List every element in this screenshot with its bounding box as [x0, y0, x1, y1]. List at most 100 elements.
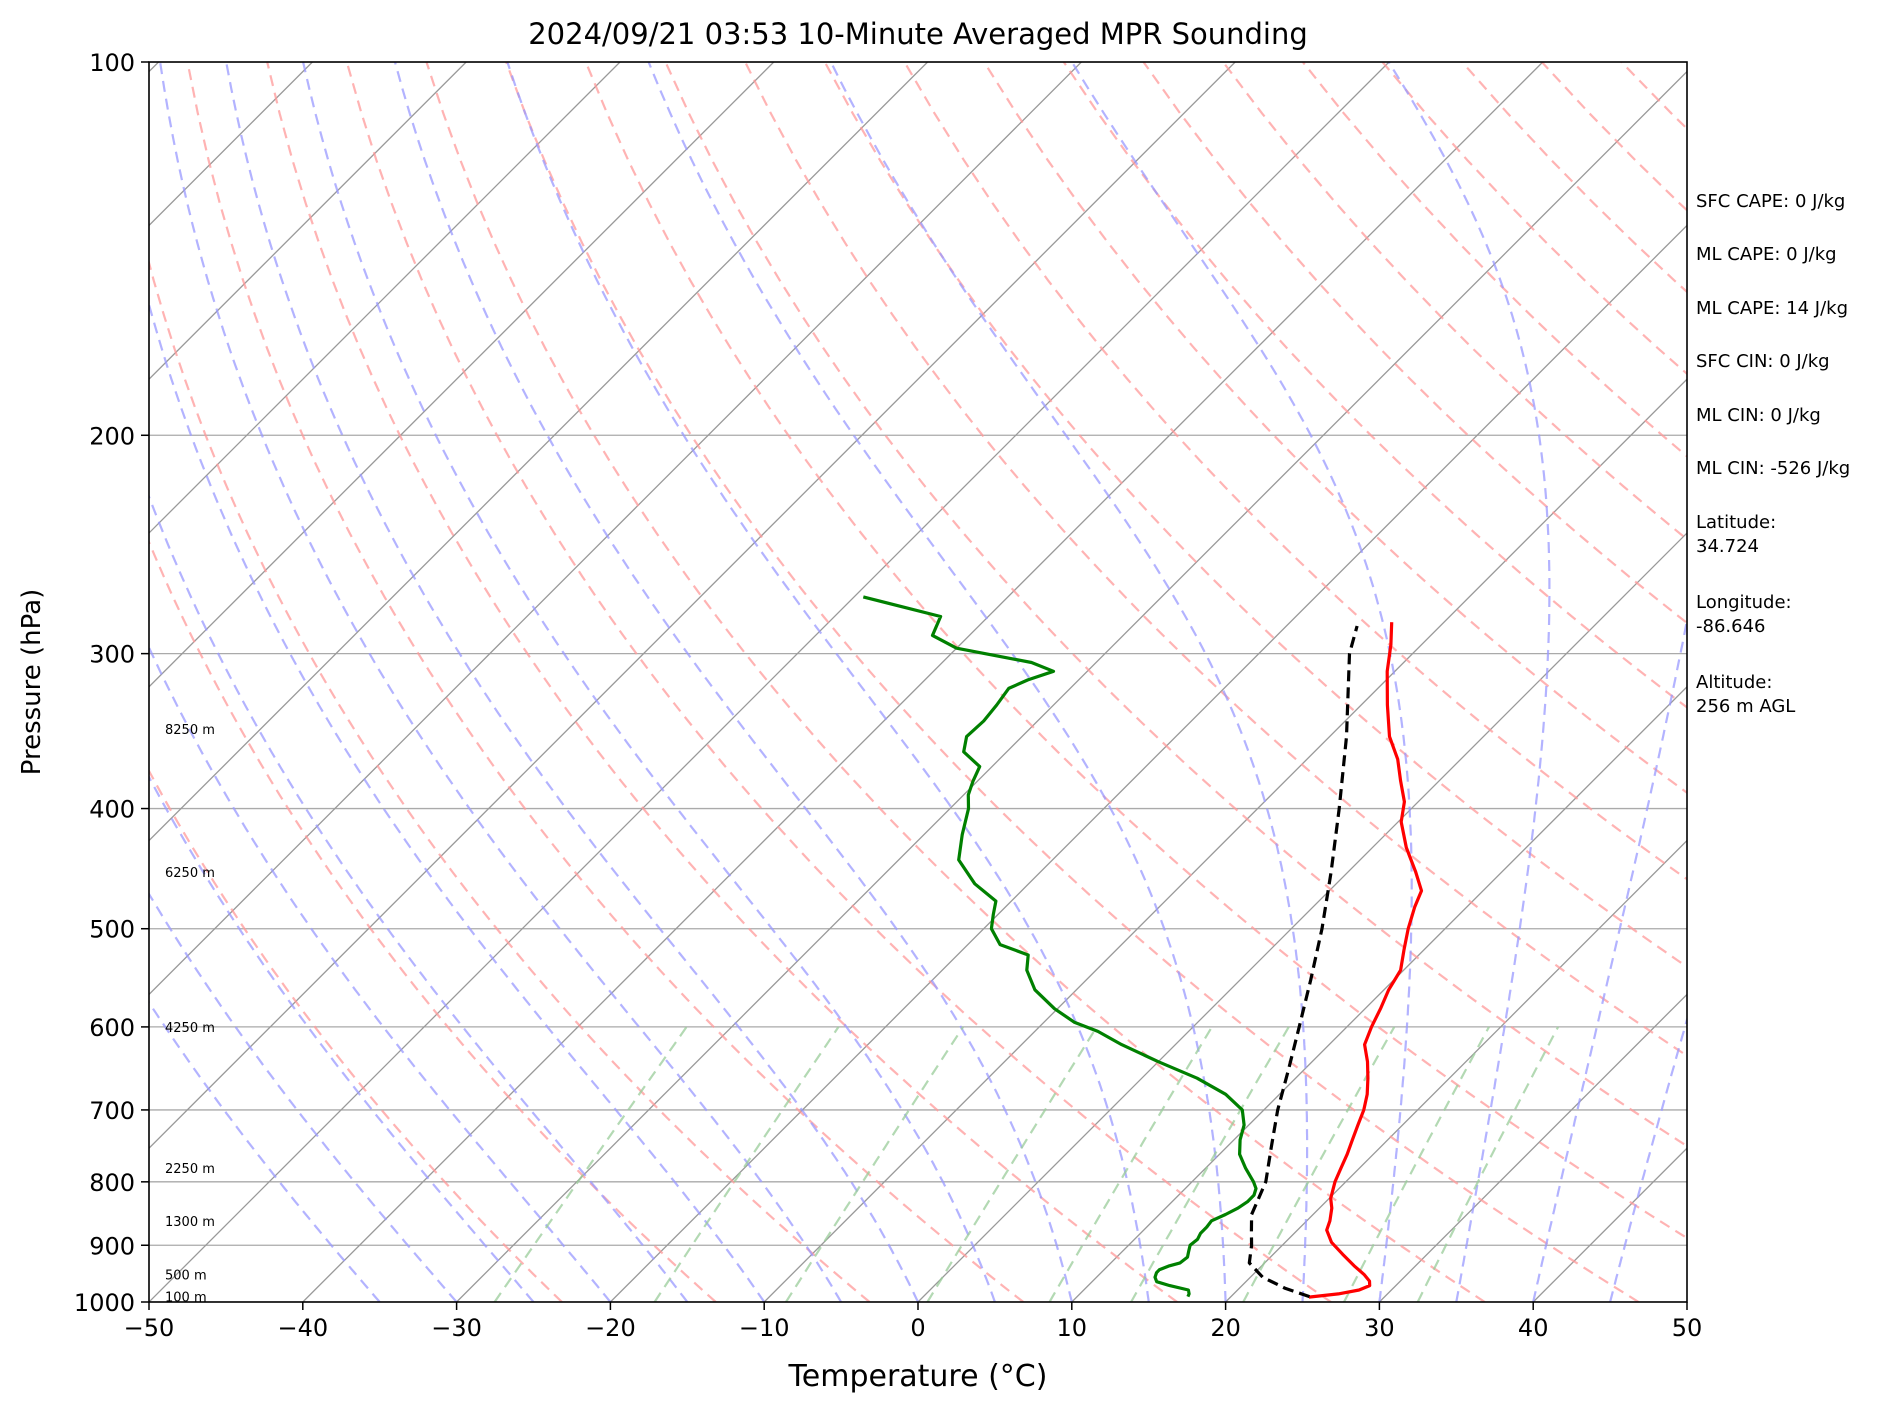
altitude-value: 256 m AGL — [1696, 696, 1796, 717]
moist-adiabat-line — [1387, 62, 1551, 1302]
isotherm-line — [149, 62, 467, 381]
dewpoint-profile — [862, 595, 1258, 1298]
y-tick-label: 400 — [89, 796, 135, 824]
dry-adiabat-line — [1062, 62, 1687, 709]
moist-adiabat-line — [1532, 614, 1687, 1302]
mixing-ratio-line — [1343, 1026, 1490, 1302]
x-tick-label: 20 — [1210, 1314, 1241, 1342]
dry-adiabat-line — [345, 62, 1332, 1302]
longitude-value: -86.646 — [1696, 616, 1766, 637]
x-axis-label: Temperature (°C) — [788, 1359, 1048, 1394]
dry-adiabat-line — [186, 62, 1025, 1302]
isotherm-line — [149, 62, 621, 534]
isotherm-line — [1378, 993, 1687, 1302]
y-tick-label: 200 — [89, 422, 135, 450]
dry-adiabat-line — [266, 62, 1178, 1302]
dry-adiabat-line — [505, 62, 1640, 1302]
y-tick-label: 600 — [89, 1014, 135, 1042]
x-tick-label: −10 — [739, 1314, 790, 1342]
height-label: 6250 m — [165, 866, 215, 881]
dry-adiabat-line — [425, 62, 1486, 1302]
height-label: 100 m — [165, 1291, 207, 1306]
isotherm-line — [456, 70, 1687, 1302]
ml-cin-text-2: ML CIN: -526 J/kg — [1696, 458, 1851, 479]
isotherm-line — [609, 224, 1687, 1302]
dry-adiabat-line — [664, 62, 1687, 1148]
mixing-ratio-line — [785, 1026, 965, 1302]
isotherm-line — [763, 378, 1687, 1302]
moist-adiabat-line — [302, 62, 996, 1302]
height-labels: 100 m 500 m 1300 m 2250 m 4250 m 6250 m 8250 m — [165, 723, 215, 1306]
isotherm-line — [149, 62, 775, 688]
moist-adiabat-line — [149, 891, 458, 1302]
x-tick-label: 40 — [1518, 1314, 1549, 1342]
mixing-ratio-line — [653, 1026, 840, 1302]
x-tick-label: −30 — [431, 1314, 482, 1342]
mixing-ratio-line — [1242, 1026, 1396, 1302]
background-lines — [0, 62, 1899, 1302]
x-tick-label: 10 — [1057, 1314, 1088, 1342]
latitude-value: 34.724 — [1696, 536, 1759, 557]
x-tick-label: −50 — [124, 1314, 175, 1342]
isotherm-line — [1225, 839, 1687, 1302]
moist-adiabat-line — [647, 62, 1227, 1302]
isotherm-line — [302, 62, 1544, 1302]
parcel-profile — [1247, 625, 1359, 1299]
isotherm-line — [149, 62, 1390, 1302]
dry-adiabat-line — [823, 62, 1687, 969]
altitude-label: Altitude: — [1696, 672, 1773, 693]
isotherm-line — [0, 62, 5, 1302]
moist-adiabat-line — [1609, 1015, 1687, 1302]
mixing-ratio-line — [926, 1026, 1098, 1302]
ml-cin-text: ML CIN: 0 J/kg — [1696, 405, 1821, 426]
y-tick-label: 700 — [89, 1097, 135, 1125]
x-tick-label: 50 — [1672, 1314, 1703, 1342]
y-tick-label: 800 — [89, 1169, 135, 1197]
moist-adiabat-line — [225, 62, 919, 1302]
moist-adiabat-line — [393, 62, 1073, 1302]
sfc-cin-text: SFC CIN: 0 J/kg — [1696, 351, 1830, 372]
chart-title: 2024/09/21 03:53 10-Minute Averaged MPR … — [528, 17, 1308, 51]
y-tick-label: 100 — [89, 49, 135, 77]
x-axis-ticks: −50 −40 −30 −20 −10 0 10 20 30 40 50 — [124, 1302, 1703, 1342]
isotherm-line — [149, 62, 1082, 996]
y-axis-label: Pressure (hPa) — [17, 589, 47, 776]
height-label: 500 m — [165, 1268, 207, 1283]
y-tick-label: 300 — [89, 641, 135, 669]
x-tick-label: −20 — [585, 1314, 636, 1342]
moist-adiabat-line — [149, 493, 689, 1302]
moist-adiabat-line — [149, 300, 766, 1302]
y-axis-ticks: 1000 900 800 700 600 500 400 300 200 100 — [74, 49, 149, 1317]
isotherm-line — [917, 532, 1687, 1302]
y-tick-label: 500 — [89, 916, 135, 944]
height-label: 8250 m — [165, 723, 215, 738]
longitude-label: Longitude: — [1696, 592, 1792, 613]
mixing-ratio-line — [1130, 1026, 1290, 1302]
y-tick-label: 1000 — [74, 1289, 135, 1317]
moist-adiabat-line — [159, 62, 843, 1302]
ml-cape-text-2: ML CAPE: 14 J/kg — [1696, 298, 1849, 319]
sfc-cape-text: SFC CAPE: 0 J/kg — [1696, 191, 1846, 212]
height-label: 2250 m — [165, 1162, 215, 1177]
mixing-ratio-line — [1048, 1026, 1213, 1302]
y-tick-label: 900 — [89, 1232, 135, 1260]
dry-adiabat-line — [149, 258, 871, 1302]
dry-adiabat-line — [149, 539, 717, 1302]
moist-adiabat-line — [149, 1000, 381, 1302]
moist-adiabat-line — [506, 62, 1150, 1302]
height-label: 4250 m — [165, 1021, 215, 1036]
dry-adiabat-line — [983, 62, 1687, 795]
temperature-profile — [1308, 622, 1424, 1299]
dry-adiabat-line — [1860, 62, 1899, 1302]
x-tick-label: 0 — [910, 1314, 925, 1342]
dry-adiabat-line — [584, 62, 1687, 1240]
isotherm-line — [149, 62, 929, 842]
profile-lines — [862, 595, 1424, 1299]
x-tick-label: 30 — [1364, 1314, 1395, 1342]
moist-adiabat-line — [149, 774, 535, 1302]
ml-cape-text: ML CAPE: 0 J/kg — [1696, 244, 1837, 265]
plot-frame — [148, 61, 1688, 1303]
moist-adiabat-line — [829, 62, 1309, 1302]
mixing-ratio-line — [1416, 1026, 1560, 1302]
